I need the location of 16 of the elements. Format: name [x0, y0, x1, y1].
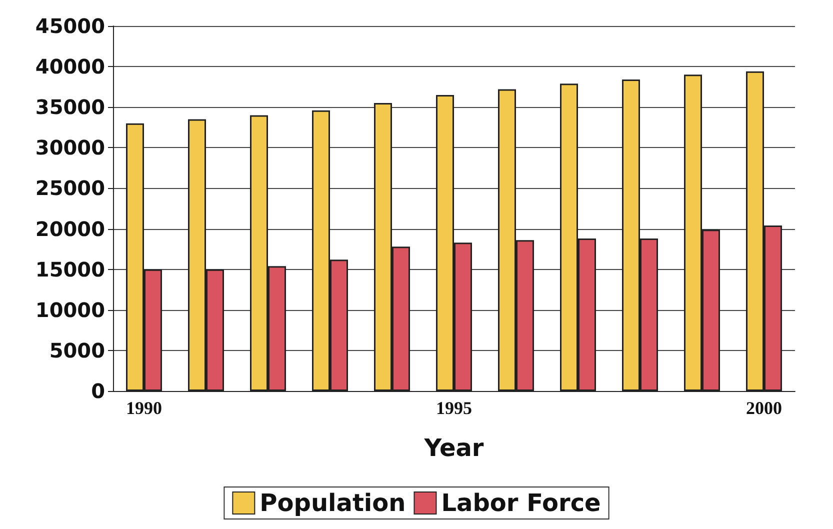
- y-tick-label: 5000: [49, 338, 105, 362]
- legend-label: Labor Force: [441, 489, 601, 517]
- y-tick-label: 40000: [35, 54, 105, 79]
- x-tick-label: 1995: [436, 398, 472, 418]
- x-axis-title: Year: [423, 434, 484, 462]
- y-tick-label: 10000: [35, 298, 105, 322]
- y-tick-label: 25000: [35, 176, 105, 200]
- y-tick-label: 20000: [35, 216, 105, 241]
- x-tick-label: 1990: [126, 398, 162, 418]
- y-tick-label: 45000: [35, 14, 105, 38]
- y-tick-label: 30000: [35, 136, 105, 160]
- y-tick-label: 0: [91, 379, 105, 403]
- x-tick-label: 2000: [746, 398, 782, 418]
- legend-label: Population: [260, 489, 406, 517]
- y-tick-label: 35000: [35, 95, 105, 120]
- y-tick-label: 15000: [35, 257, 105, 282]
